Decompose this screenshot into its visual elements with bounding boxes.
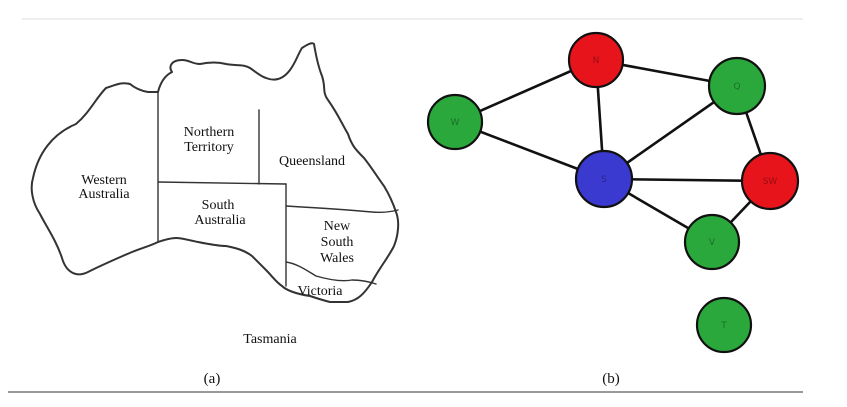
node-label-nt: N [593,56,600,66]
australia-map: Western Australia Northern Territory Que… [30,42,400,387]
node-q [707,56,767,116]
label-western-australia-1: Western [81,173,127,188]
caption-b: (b) [602,371,620,387]
graph-nodes: W N S Q SW V T [426,31,800,354]
border-nt-sa [157,181,287,185]
node-label-wa: W [451,118,460,128]
node-label-q: Q [733,82,740,92]
label-northern-territory-2: Territory [184,140,234,155]
border-qld-nsw [285,205,399,214]
node-label-v: V [709,238,716,248]
node-nsw [740,151,800,211]
label-new-south-wales-2: South [321,235,354,250]
node-label-t: T [720,321,727,331]
node-sa [574,149,634,209]
label-tasmania: Tasmania [243,332,297,347]
label-victoria: Victoria [297,284,343,299]
node-wa [426,93,484,151]
caption-a: (a) [204,371,221,387]
constraint-graph: W N S Q SW V T (b) [426,31,800,387]
mainland-outline [30,42,400,303]
label-western-australia-2: Australia [78,187,130,202]
node-nt [567,31,625,89]
label-south-australia-2: Australia [194,213,246,228]
label-south-australia-1: South [202,198,235,213]
node-label-sa: S [601,175,607,185]
label-new-south-wales-1: New [324,219,351,234]
label-queensland: Queensland [279,154,345,169]
label-new-south-wales-3: Wales [320,251,354,266]
border-nsw-vic [285,261,377,285]
node-v [683,213,741,271]
node-t [695,296,753,354]
node-label-nsw: SW [763,177,778,187]
label-northern-territory-1: Northern [184,125,235,140]
